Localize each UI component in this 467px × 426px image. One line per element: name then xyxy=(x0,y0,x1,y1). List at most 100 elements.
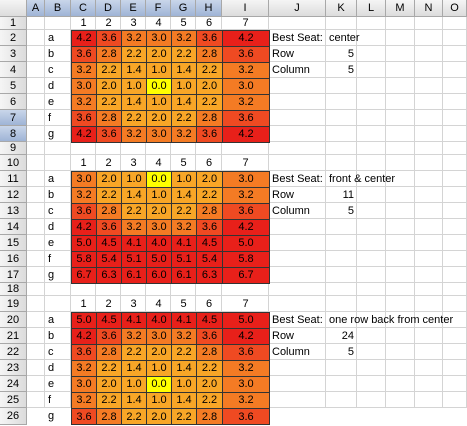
column-header-a[interactable]: A xyxy=(27,0,45,17)
heatmap-cell[interactable]: 3.6 xyxy=(196,30,223,47)
heatmap-cell[interactable]: 5.0 xyxy=(222,312,270,329)
heatmap-cell[interactable]: 2.2 xyxy=(171,344,197,361)
heatmap-cell[interactable]: 3.0 xyxy=(222,171,270,188)
heatmap-cell[interactable]: 2.0 xyxy=(96,171,122,188)
heatmap-cell[interactable]: 0.0 xyxy=(146,78,172,95)
heatmap-cell[interactable]: 4.1 xyxy=(121,312,147,329)
column-header-m[interactable]: M xyxy=(386,0,415,17)
row-header-2[interactable]: 2 xyxy=(0,30,27,46)
heatmap-cell[interactable]: 2.0 xyxy=(196,376,223,393)
column-header-d[interactable]: D xyxy=(96,0,121,17)
heatmap-cell[interactable]: 3.0 xyxy=(222,376,270,393)
heatmap-cell[interactable]: 6.3 xyxy=(196,267,223,284)
heatmap-cell[interactable]: 3.2 xyxy=(71,187,97,204)
row-header-8[interactable]: 8 xyxy=(0,126,27,142)
heatmap-cell[interactable]: 5.1 xyxy=(121,251,147,268)
heatmap-cell[interactable]: 3.2 xyxy=(121,328,147,345)
column-header-g[interactable]: G xyxy=(171,0,196,17)
row-header-17[interactable]: 17 xyxy=(0,267,27,283)
heatmap-cell[interactable]: 2.2 xyxy=(171,110,197,127)
heatmap-cell[interactable]: 3.6 xyxy=(196,328,223,345)
heatmap-cell[interactable]: 3.2 xyxy=(121,30,147,47)
heatmap-cell[interactable]: 2.2 xyxy=(121,344,147,361)
heatmap-cell[interactable]: 2.0 xyxy=(96,376,122,393)
heatmap-cell[interactable]: 2.0 xyxy=(146,203,172,220)
heatmap-cell[interactable]: 2.2 xyxy=(171,203,197,220)
select-all-corner[interactable] xyxy=(0,0,27,17)
heatmap-cell[interactable]: 2.0 xyxy=(146,344,172,361)
heatmap-cell[interactable]: 3.6 xyxy=(222,203,270,220)
heatmap-cell[interactable]: 3.2 xyxy=(222,187,270,204)
heatmap-cell[interactable]: 3.6 xyxy=(222,344,270,361)
heatmap-cell[interactable]: 3.0 xyxy=(71,171,97,188)
heatmap-cell[interactable]: 3.0 xyxy=(146,219,172,236)
heatmap-cell[interactable]: 2.0 xyxy=(96,78,122,95)
heatmap-cell[interactable]: 3.0 xyxy=(146,30,172,47)
heatmap-cell[interactable]: 4.2 xyxy=(222,219,270,236)
heatmap-cell[interactable]: 2.2 xyxy=(121,203,147,220)
heatmap-cell[interactable]: 4.2 xyxy=(71,328,97,345)
heatmap-cell[interactable]: 3.2 xyxy=(171,30,197,47)
heatmap-cell[interactable]: 4.0 xyxy=(146,235,172,252)
heatmap-cell[interactable]: 1.0 xyxy=(121,78,147,95)
heatmap-cell[interactable]: 3.6 xyxy=(96,30,122,47)
heatmap-cell[interactable]: 5.8 xyxy=(222,251,270,268)
row-header-3[interactable]: 3 xyxy=(0,46,27,62)
heatmap-cell[interactable]: 3.2 xyxy=(171,219,197,236)
heatmap-cell[interactable]: 3.2 xyxy=(222,392,270,409)
heatmap-cell[interactable]: 2.8 xyxy=(96,408,122,425)
heatmap-cell[interactable]: 3.2 xyxy=(71,94,97,111)
heatmap-cell[interactable]: 4.1 xyxy=(171,312,197,329)
heatmap-cell[interactable]: 1.4 xyxy=(171,187,197,204)
heatmap-cell[interactable]: 3.6 xyxy=(71,46,97,63)
heatmap-cell[interactable]: 3.6 xyxy=(96,126,122,143)
heatmap-cell[interactable]: 6.3 xyxy=(96,267,122,284)
heatmap-cell[interactable]: 2.8 xyxy=(96,203,122,220)
heatmap-cell[interactable]: 3.6 xyxy=(71,408,97,425)
heatmap-cell[interactable]: 3.2 xyxy=(171,126,197,143)
heatmap-cell[interactable]: 2.2 xyxy=(96,392,122,409)
heatmap-cell[interactable]: 4.5 xyxy=(196,312,223,329)
heatmap-cell[interactable]: 2.2 xyxy=(196,62,223,79)
heatmap-cell[interactable]: 3.6 xyxy=(222,408,270,425)
column-header-h[interactable]: H xyxy=(196,0,222,17)
heatmap-cell[interactable]: 3.6 xyxy=(222,46,270,63)
heatmap-cell[interactable]: 3.2 xyxy=(71,392,97,409)
heatmap-cell[interactable]: 2.2 xyxy=(96,62,122,79)
row-header-4[interactable]: 4 xyxy=(0,62,27,78)
heatmap-cell[interactable]: 0.0 xyxy=(146,171,172,188)
heatmap-cell[interactable]: 2.8 xyxy=(196,408,223,425)
column-header-e[interactable]: E xyxy=(121,0,146,17)
heatmap-cell[interactable]: 2.0 xyxy=(146,110,172,127)
heatmap-cell[interactable]: 2.2 xyxy=(196,187,223,204)
heatmap-cell[interactable]: 2.0 xyxy=(196,78,223,95)
heatmap-cell[interactable]: 3.0 xyxy=(146,126,172,143)
heatmap-cell[interactable]: 1.4 xyxy=(121,187,147,204)
column-header-j[interactable]: J xyxy=(269,0,326,17)
heatmap-cell[interactable]: 6.1 xyxy=(121,267,147,284)
column-header-l[interactable]: L xyxy=(357,0,386,17)
heatmap-cell[interactable]: 4.5 xyxy=(96,235,122,252)
row-header-22[interactable]: 22 xyxy=(0,344,27,360)
heatmap-cell[interactable]: 2.2 xyxy=(121,110,147,127)
heatmap-cell[interactable]: 2.2 xyxy=(196,392,223,409)
row-header-26[interactable]: 26 xyxy=(0,408,27,425)
heatmap-cell[interactable]: 5.0 xyxy=(222,235,270,252)
column-header-c[interactable]: C xyxy=(71,0,96,17)
row-header-5[interactable]: 5 xyxy=(0,78,27,94)
heatmap-cell[interactable]: 2.0 xyxy=(196,171,223,188)
heatmap-cell[interactable]: 3.6 xyxy=(96,328,122,345)
heatmap-cell[interactable]: 1.0 xyxy=(146,94,172,111)
heatmap-cell[interactable]: 2.2 xyxy=(121,408,147,425)
heatmap-cell[interactable]: 5.4 xyxy=(196,251,223,268)
heatmap-cell[interactable]: 3.2 xyxy=(71,62,97,79)
heatmap-cell[interactable]: 3.2 xyxy=(71,360,97,377)
heatmap-cell[interactable]: 1.0 xyxy=(171,78,197,95)
row-header-14[interactable]: 14 xyxy=(0,219,27,235)
spreadsheet-grid[interactable]: A B C D E F G H I J K L M N O 1 2 3 4 5 6 7 8 9 10 11 12 13 14 15 16 17… xyxy=(0,0,467,408)
heatmap-cell[interactable]: 5.0 xyxy=(71,312,97,329)
heatmap-cell[interactable]: 4.2 xyxy=(71,126,97,143)
column-header-b[interactable]: B xyxy=(45,0,71,17)
heatmap-cell[interactable]: 1.4 xyxy=(121,62,147,79)
row-header-21[interactable]: 21 xyxy=(0,328,27,344)
